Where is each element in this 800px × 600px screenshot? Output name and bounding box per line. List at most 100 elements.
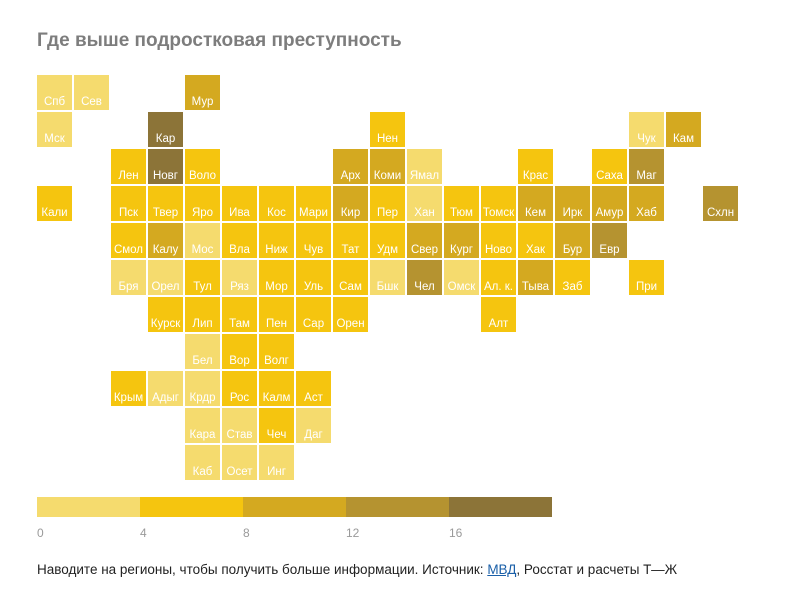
region-tile[interactable]: Пен — [259, 297, 294, 332]
region-tile-grid: Спб Сев Мур Мск Кар Нен Чук Кам Лен Новг Воло Арх Ко… — [37, 75, 738, 480]
region-tile[interactable]: Тыва — [518, 260, 553, 295]
region-tile[interactable]: Рос — [222, 371, 257, 406]
region-tile[interactable]: Кург — [444, 223, 479, 258]
region-tile[interactable]: Чук — [629, 112, 664, 147]
region-tile[interactable]: Воло — [185, 149, 220, 184]
region-tile[interactable]: Тул — [185, 260, 220, 295]
legend-swatch — [37, 497, 140, 517]
region-tile[interactable]: Твер — [148, 186, 183, 221]
region-tile[interactable]: Удм — [370, 223, 405, 258]
region-tile[interactable]: Адыг — [148, 371, 183, 406]
footer-text: Наводите на регионы, чтобы получить боль… — [37, 562, 488, 577]
region-tile[interactable]: Ряз — [222, 260, 257, 295]
region-tile[interactable]: Орел — [148, 260, 183, 295]
region-tile[interactable]: Каб — [185, 445, 220, 480]
legend-tick-label: 8 — [243, 526, 250, 540]
region-tile[interactable]: Там — [222, 297, 257, 332]
region-tile[interactable]: Сев — [74, 75, 109, 110]
legend-swatch — [449, 497, 552, 517]
region-tile[interactable]: Мур — [185, 75, 220, 110]
footer-note: Наводите на регионы, чтобы получить боль… — [37, 562, 677, 577]
region-tile[interactable]: Томск — [481, 186, 516, 221]
legend-swatch — [140, 497, 243, 517]
region-tile[interactable]: Пер — [370, 186, 405, 221]
region-tile[interactable]: Ива — [222, 186, 257, 221]
region-tile[interactable]: Ниж — [259, 223, 294, 258]
region-tile[interactable]: Уль — [296, 260, 331, 295]
region-tile[interactable]: Пск — [111, 186, 146, 221]
region-tile[interactable]: Кар — [148, 112, 183, 147]
region-tile[interactable]: Чеч — [259, 408, 294, 443]
region-tile[interactable]: Калу — [148, 223, 183, 258]
region-tile[interactable]: Даг — [296, 408, 331, 443]
region-tile[interactable]: Тюм — [444, 186, 479, 221]
region-tile[interactable]: Инг — [259, 445, 294, 480]
region-tile[interactable]: Бур — [555, 223, 590, 258]
region-tile[interactable]: Тат — [333, 223, 368, 258]
region-tile[interactable]: Свер — [407, 223, 442, 258]
region-tile[interactable]: Арх — [333, 149, 368, 184]
region-tile[interactable]: Крым — [111, 371, 146, 406]
region-tile[interactable]: Сар — [296, 297, 331, 332]
region-tile[interactable]: Саха — [592, 149, 627, 184]
region-tile[interactable]: Кир — [333, 186, 368, 221]
region-tile[interactable]: Аст — [296, 371, 331, 406]
region-tile[interactable]: Яро — [185, 186, 220, 221]
region-tile[interactable]: Новг — [148, 149, 183, 184]
region-tile[interactable]: Мари — [296, 186, 331, 221]
region-tile[interactable]: При — [629, 260, 664, 295]
region-tile[interactable]: Нен — [370, 112, 405, 147]
region-tile[interactable]: Смол — [111, 223, 146, 258]
region-tile[interactable]: Коми — [370, 149, 405, 184]
region-tile[interactable]: Чув — [296, 223, 331, 258]
region-tile[interactable]: Хан — [407, 186, 442, 221]
region-tile[interactable]: Мос — [185, 223, 220, 258]
region-tile[interactable]: Кам — [666, 112, 701, 147]
region-tile[interactable]: Бря — [111, 260, 146, 295]
region-tile[interactable]: Омск — [444, 260, 479, 295]
region-tile[interactable]: Схлн — [703, 186, 738, 221]
region-tile[interactable]: Осет — [222, 445, 257, 480]
region-tile[interactable]: Кара — [185, 408, 220, 443]
legend-tick-label: 4 — [140, 526, 147, 540]
region-tile[interactable]: Бел — [185, 334, 220, 369]
region-tile[interactable]: Волг — [259, 334, 294, 369]
region-tile[interactable]: Чел — [407, 260, 442, 295]
region-tile[interactable]: Вла — [222, 223, 257, 258]
region-tile[interactable]: Кали — [37, 186, 72, 221]
legend-tick-label: 12 — [346, 526, 360, 540]
region-tile[interactable]: Крдр — [185, 371, 220, 406]
region-tile[interactable]: Ямал — [407, 149, 442, 184]
source-link-mvd[interactable]: МВД — [487, 562, 517, 577]
region-tile[interactable]: Курск — [148, 297, 183, 332]
region-tile[interactable]: Хак — [518, 223, 553, 258]
region-tile[interactable]: Лип — [185, 297, 220, 332]
region-tile[interactable]: Кос — [259, 186, 294, 221]
region-tile[interactable]: Вор — [222, 334, 257, 369]
chart-title: Где выше подростковая преступность — [37, 30, 402, 51]
region-tile[interactable]: Заб — [555, 260, 590, 295]
region-tile[interactable]: Евр — [592, 223, 627, 258]
region-tile[interactable]: Спб — [37, 75, 72, 110]
region-tile[interactable]: Ал. к. — [481, 260, 516, 295]
region-tile[interactable]: Алт — [481, 297, 516, 332]
region-tile[interactable]: Орен — [333, 297, 368, 332]
region-tile[interactable]: Мор — [259, 260, 294, 295]
region-tile[interactable]: Мск — [37, 112, 72, 147]
region-tile[interactable]: Кем — [518, 186, 553, 221]
region-tile[interactable]: Ново — [481, 223, 516, 258]
region-tile[interactable]: Маг — [629, 149, 664, 184]
legend-swatch — [346, 497, 449, 517]
region-tile[interactable]: Сам — [333, 260, 368, 295]
region-tile[interactable]: Став — [222, 408, 257, 443]
region-tile[interactable]: Ирк — [555, 186, 590, 221]
region-tile[interactable]: Лен — [111, 149, 146, 184]
region-tile[interactable]: Бшк — [370, 260, 405, 295]
color-legend — [37, 497, 552, 517]
region-tile[interactable]: Хаб — [629, 186, 664, 221]
region-tile[interactable]: Калм — [259, 371, 294, 406]
footer-text-end: , Росстат и расчеты Т—Ж — [516, 562, 678, 577]
region-tile[interactable]: Амур — [592, 186, 627, 221]
legend-tick-label: 16 — [449, 526, 463, 540]
region-tile[interactable]: Крас — [518, 149, 553, 184]
